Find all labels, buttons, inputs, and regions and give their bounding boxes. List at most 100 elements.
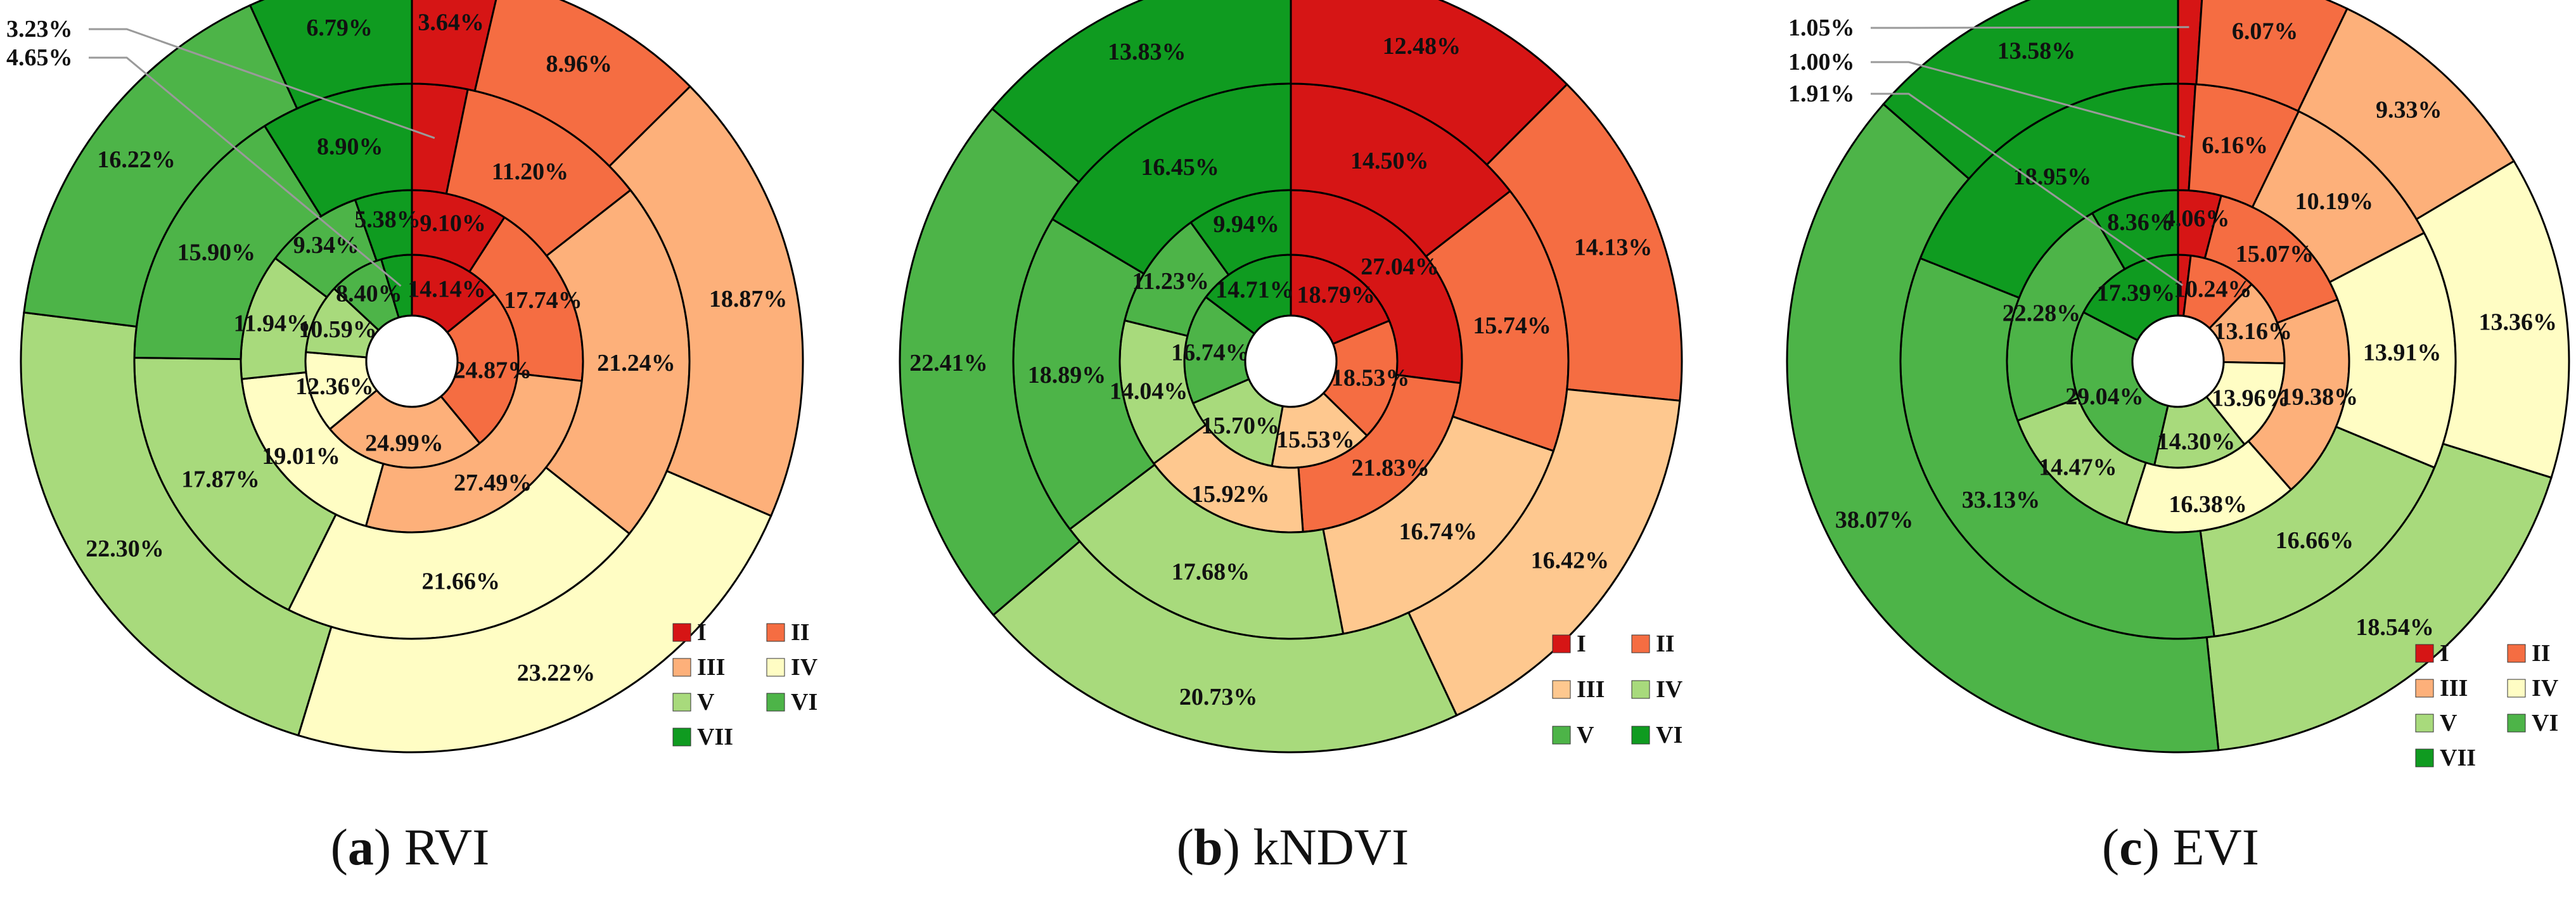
- data-label-a-ring3-slice3: 21.24%: [597, 350, 676, 376]
- data-label-c-ring1-slice7: 17.39%: [2097, 280, 2176, 307]
- data-label-b-ring4-slice2: 14.13%: [1574, 234, 1653, 261]
- data-label-c-ring1-slice5: 14.30%: [2157, 428, 2236, 455]
- data-label-b-ring2-slice1: 27.04%: [1361, 253, 1439, 280]
- legend-label-c-vii: VII: [2440, 745, 2476, 771]
- caption-letter-b: b: [1193, 818, 1223, 876]
- legend-swatch-a-iv: [766, 658, 785, 677]
- data-label-c-ring2-slice3: 19.38%: [2280, 383, 2359, 410]
- slice-b-ring4-class-iii: [1407, 388, 1681, 717]
- data-label-a-ring2-slice6: 9.34%: [293, 232, 360, 259]
- legend-label-c-i: I: [2440, 640, 2449, 667]
- legend-label-b-iv: IV: [1656, 676, 1683, 703]
- legend-swatch-b-v: [1552, 726, 1571, 745]
- data-label-a-ring2-slice5: 11.94%: [234, 311, 311, 337]
- legend-swatch-c-v: [2415, 714, 2434, 733]
- data-label-a-ring2-slice2: 17.74%: [504, 287, 582, 314]
- legend-swatch-a-iii: [672, 658, 691, 677]
- data-label-b-ring2-slice4: 14.04%: [1110, 378, 1188, 405]
- legend-swatch-a-vii: [672, 728, 691, 747]
- legend-label-c-v: V: [2440, 710, 2457, 736]
- data-label-c-ring4-slice2: 6.07%: [2232, 18, 2298, 45]
- legend-swatch-b-vi: [1631, 726, 1650, 745]
- caption-text-c: EVI: [2172, 818, 2260, 876]
- data-label-a-ring1-slice2: 24.87%: [454, 357, 532, 384]
- data-label-a-ring3-slice2: 11.20%: [492, 158, 568, 185]
- slice-a-ring4-class-vi: [23, 4, 298, 328]
- data-label-a-ring4-slice1: 3.64%: [418, 10, 484, 36]
- data-label-a-ring1-slice3: 24.99%: [365, 430, 444, 456]
- legend-label-b-i: I: [1577, 631, 1586, 657]
- data-label-c-ring1-slice4: 13.96%: [2212, 385, 2290, 412]
- callout-line-c-3: [1871, 93, 2184, 286]
- legend-swatch-c-vii: [2415, 748, 2434, 767]
- legend-label-b-v: V: [1577, 722, 1594, 748]
- data-label-a-ring4-slice7: 6.79%: [306, 15, 373, 41]
- data-label-c-ring3-slice4: 13.91%: [2363, 340, 2442, 366]
- data-label-a-ring4-slice2: 8.96%: [546, 51, 612, 77]
- caption-text-a: RVI: [404, 818, 490, 876]
- data-label-c-ring2-slice4: 16.38%: [2169, 491, 2247, 518]
- data-label-c-ring2-slice5: 14.47%: [2039, 454, 2117, 481]
- legend-label-a-iii: III: [697, 654, 725, 681]
- slice-c-ring4-class-vii: [1882, 0, 2179, 181]
- legend-swatch-b-iii: [1552, 680, 1571, 699]
- data-label-b-ring4-slice3: 16.42%: [1531, 547, 1610, 574]
- slice-b-ring4-class-iv: [992, 540, 1458, 754]
- data-label-a-ring3-slice7: 8.90%: [317, 134, 383, 160]
- legend-label-a-vi: VI: [791, 689, 817, 715]
- callout-label-c-2: 1.00%: [1788, 49, 1855, 75]
- legend-swatch-b-ii: [1631, 634, 1650, 653]
- data-label-c-ring3-slice7: 18.95%: [2013, 164, 2092, 190]
- data-label-c-ring3-slice3: 10.19%: [2295, 188, 2374, 215]
- data-label-b-ring1-slice3: 15.53%: [1276, 427, 1355, 453]
- legend-label-a-ii: II: [791, 619, 810, 646]
- data-label-a-ring4-slice5: 22.30%: [86, 536, 164, 562]
- data-label-c-ring3-slice2: 6.16%: [2202, 132, 2269, 159]
- data-label-a-ring2-slice4: 19.01%: [262, 443, 340, 470]
- data-label-c-ring4-slice4: 13.36%: [2479, 309, 2558, 336]
- donut-chart-a: 14.14% 24.87% 24.99% 12.36% 10.59% 8.40% 9.10%…: [6, 0, 804, 754]
- legend-label-b-ii: II: [1656, 631, 1675, 657]
- data-label-b-ring4-slice6: 13.83%: [1108, 39, 1186, 65]
- data-label-a-ring1-slice6: 8.40%: [336, 280, 402, 307]
- caption-text-b: kNDVI: [1253, 818, 1409, 876]
- legend-label-a-iv: IV: [791, 654, 818, 681]
- legend-swatch-c-i: [2415, 644, 2434, 663]
- data-label-a-ring1-slice4: 12.36%: [295, 373, 374, 400]
- data-label-c-ring1-slice3: 13.16%: [2214, 318, 2292, 345]
- slice-b-ring4-class-v: [899, 107, 1081, 617]
- data-label-b-ring2-slice3: 15.92%: [1191, 481, 1270, 508]
- slice-a-ring4-class-iv: [297, 470, 772, 754]
- callout-line-c-1: [1871, 26, 2189, 29]
- data-label-b-ring2-slice2: 21.83%: [1351, 454, 1430, 481]
- caption-panel-b: (b) kNDVI: [1176, 818, 1409, 876]
- data-label-a-ring1-slice1: 14.14%: [407, 276, 486, 302]
- legend-swatch-c-iv: [2507, 679, 2526, 698]
- slice-b-ring4-class-vi: [990, 0, 1292, 184]
- slice-a-ring4-class-iii: [608, 85, 804, 517]
- data-label-b-ring1-slice2: 18.53%: [1331, 364, 1410, 391]
- data-label-c-ring4-slice3: 9.33%: [2376, 96, 2442, 123]
- data-label-b-ring3-slice2: 15.74%: [1473, 312, 1551, 339]
- data-label-c-ring2-slice2: 15.07%: [2236, 241, 2314, 267]
- data-label-b-ring2-slice5: 11.23%: [1132, 268, 1208, 295]
- donut-hole-b: [1244, 314, 1338, 408]
- callout-line-a-1: [89, 28, 435, 139]
- legend-label-b-vi: VI: [1656, 722, 1682, 748]
- data-label-b-ring1-slice6: 14.71%: [1215, 276, 1294, 303]
- legend-swatch-c-iii: [2415, 679, 2434, 698]
- caption-letter-a: a: [347, 818, 374, 876]
- slice-a-ring4-class-vii: [248, 0, 413, 110]
- legend-label-c-iv: IV: [2532, 675, 2559, 702]
- callout-label-a-2: 4.65%: [6, 44, 73, 71]
- legend-swatch-a-ii: [766, 623, 785, 642]
- legend-swatch-b-iv: [1631, 680, 1650, 699]
- legend-label-c-ii: II: [2532, 640, 2551, 667]
- data-label-c-ring3-slice6: 33.13%: [1962, 487, 2041, 513]
- legend-label-c-iii: III: [2440, 675, 2468, 702]
- slice-c-ring4-class-vi: [1786, 103, 2220, 754]
- data-label-c-ring4-slice6: 38.07%: [1835, 507, 1914, 534]
- data-label-a-ring3-slice5: 17.87%: [181, 466, 260, 493]
